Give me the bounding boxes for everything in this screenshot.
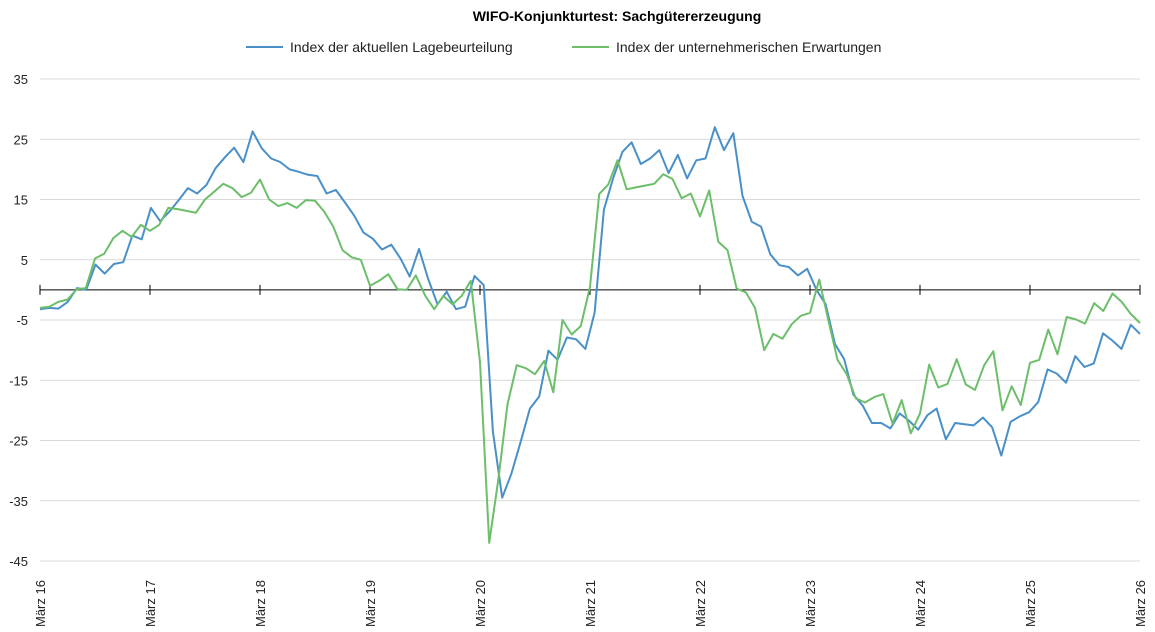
- y-tick-label: 35: [14, 72, 28, 87]
- legend: Index der aktuellen Lagebeurteilung Inde…: [246, 39, 881, 55]
- y-tick-label: -25: [9, 434, 28, 449]
- x-tick-label: März 26: [1133, 580, 1148, 627]
- x-tick-label: März 18: [253, 580, 268, 627]
- x-tick-label: März 16: [33, 580, 48, 627]
- x-tick-label: März 25: [1023, 580, 1038, 627]
- y-tick-label: 15: [14, 193, 28, 208]
- y-tick-label: 25: [14, 132, 28, 147]
- legend-label-lage: Index der aktuellen Lagebeurteilung: [290, 39, 513, 55]
- y-tick-label: 5: [21, 253, 28, 268]
- y-tick-label: -45: [9, 554, 28, 569]
- x-tick-label: März 21: [583, 580, 598, 627]
- x-tick-label: März 19: [363, 580, 378, 627]
- series-line-0: [39, 126, 1141, 499]
- x-tick-label: März 22: [693, 580, 708, 627]
- y-tick-label: -35: [9, 494, 28, 509]
- series-line-1: [39, 159, 1141, 544]
- series-lines: [39, 126, 1141, 544]
- y-tick-label: -5: [16, 313, 28, 328]
- x-tick-label: März 17: [143, 580, 158, 627]
- x-tick-label: März 20: [473, 580, 488, 627]
- chart-title: WIFO-Konjunkturtest: Sachgütererzeugung: [473, 8, 762, 24]
- gridlines: [40, 78, 1140, 562]
- y-axis-ticks: 35 25 15 5 -5 -15 -25 -35 -45: [9, 72, 28, 569]
- y-tick-label: -15: [9, 373, 28, 388]
- x-axis: März 16 März 17 März 18 März 19 März 20 März …: [33, 284, 1148, 627]
- x-tick-label: März 23: [803, 580, 818, 627]
- x-tick-label: März 24: [913, 580, 928, 627]
- legend-label-erwartungen: Index der unternehmerischen Erwartungen: [616, 39, 881, 55]
